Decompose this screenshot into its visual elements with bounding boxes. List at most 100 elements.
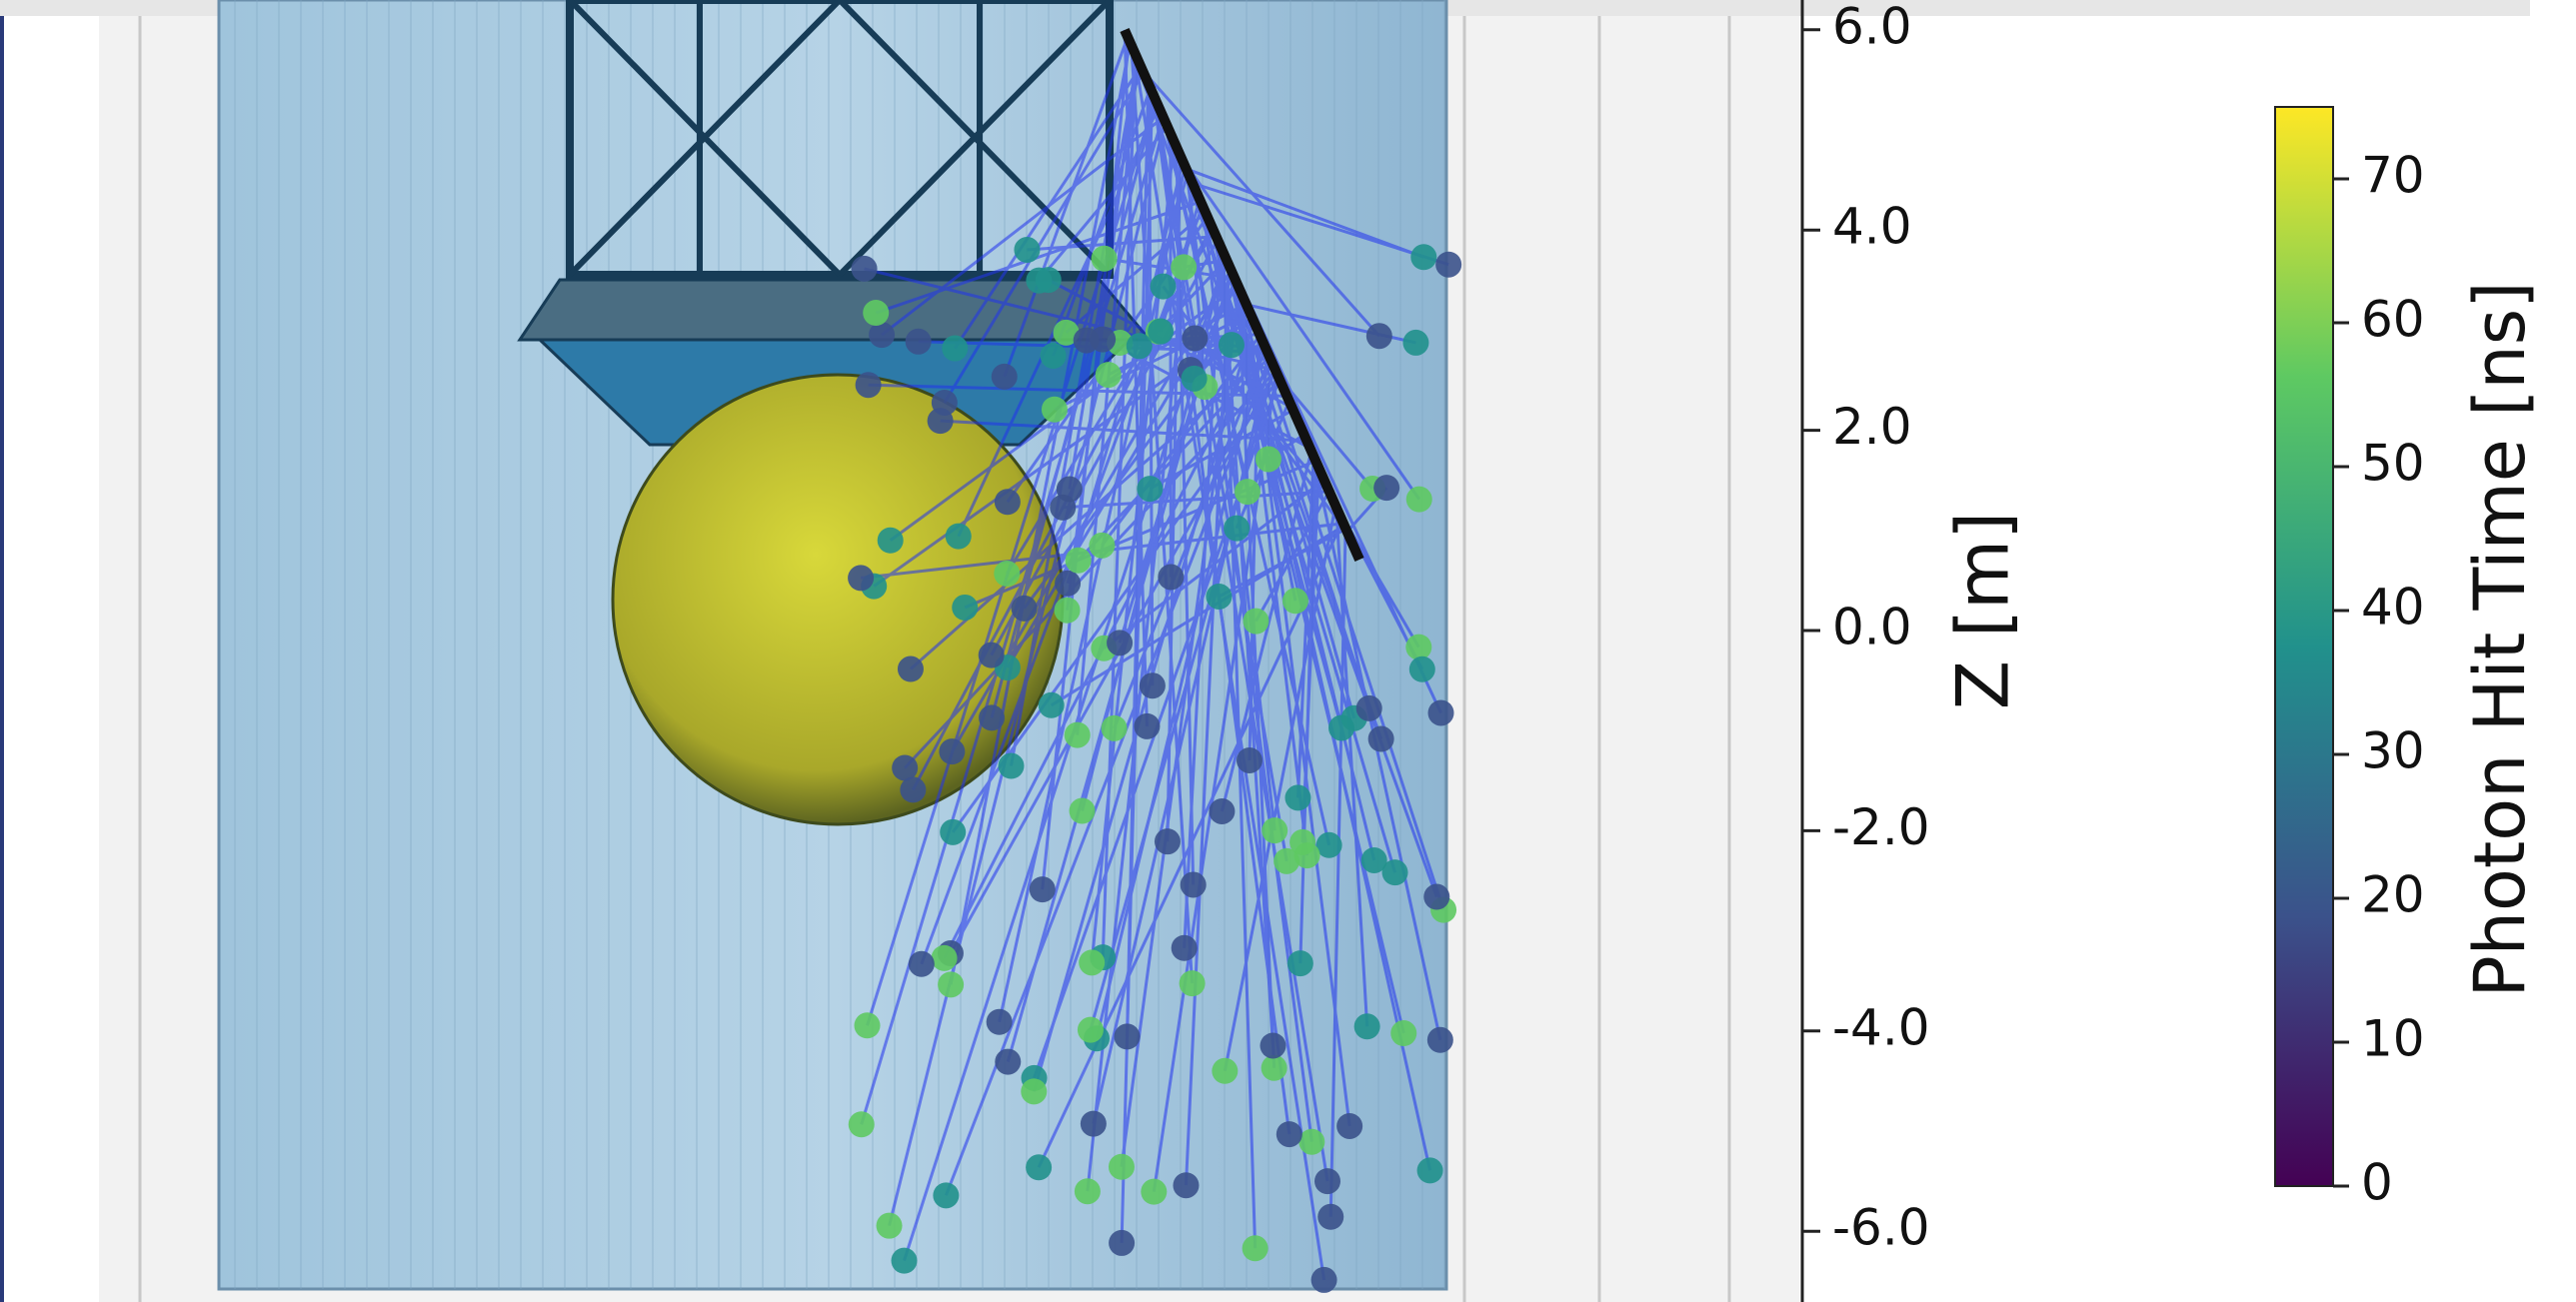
left-border (0, 0, 4, 1302)
photon-hit (878, 528, 904, 554)
photon-hit (1206, 584, 1232, 610)
photon-hit (1243, 1235, 1269, 1261)
photon-hit (932, 390, 958, 416)
photon-hit (1224, 516, 1250, 542)
photon-hit (1074, 328, 1100, 354)
photon-hit (1417, 1157, 1443, 1183)
photon-hit (1127, 333, 1153, 359)
photon-hit (1055, 571, 1081, 597)
photon-hit (863, 300, 889, 326)
photon-hit (1405, 635, 1431, 660)
photon-hit (1317, 1204, 1343, 1230)
photon-hit (1237, 747, 1263, 773)
photon-hit (1427, 1027, 1453, 1053)
photon-hit (1256, 446, 1282, 472)
photon-hit (1311, 1267, 1337, 1293)
photon-hit (892, 1248, 918, 1274)
photon-hit (855, 1012, 881, 1038)
z-tick-label: -6.0 (1832, 1199, 1930, 1257)
photon-hit (939, 738, 965, 764)
photon-hit (906, 329, 932, 355)
photon-hit (1314, 1168, 1340, 1194)
photon-hit (1012, 596, 1038, 622)
photon-hit (1356, 695, 1382, 721)
photon-hit (1030, 876, 1056, 902)
photon-hit (998, 753, 1024, 779)
photon-hit (1435, 252, 1461, 278)
colorbar-tick-label: 50 (2361, 435, 2425, 493)
photon-hit (1065, 722, 1091, 748)
photon-hit (877, 1213, 903, 1239)
photon-hit (1260, 1032, 1286, 1058)
photon-hit (1079, 949, 1105, 975)
photon-hit (1182, 325, 1208, 351)
photon-hit (952, 595, 978, 621)
photon-hit (1055, 598, 1081, 624)
photon-hit (1181, 871, 1207, 897)
photon-hit (909, 951, 935, 977)
photon-hit (1262, 1055, 1288, 1081)
photon-hit (1410, 244, 1436, 270)
photon-hit (1102, 715, 1128, 741)
photon-hit (1070, 798, 1096, 824)
photon-hit (1078, 1017, 1104, 1043)
photon-hit (1026, 1154, 1052, 1180)
photon-hit (1294, 842, 1320, 868)
photon-hit (1328, 714, 1354, 740)
photon-hit (852, 256, 878, 282)
photon-hit (933, 1182, 959, 1208)
photon-hit (1382, 859, 1408, 885)
photon-hit (1014, 237, 1040, 263)
photon-hit (1137, 476, 1163, 502)
photon-hit (1171, 254, 1197, 280)
photon-hit (1036, 267, 1062, 293)
photon-hit (1373, 475, 1399, 501)
photon-hit (856, 372, 882, 398)
photon-hit (1406, 487, 1432, 513)
photon-hit (1180, 970, 1206, 996)
colorbar-tick-label: 0 (2361, 1154, 2393, 1212)
photon-hit (992, 364, 1018, 390)
photon-hit (1075, 1178, 1101, 1204)
z-axis-label: Z [m] (1941, 512, 2025, 710)
photon-hit (932, 945, 958, 971)
photon-hit (979, 704, 1005, 730)
photon-hit (1066, 548, 1092, 574)
z-tick-label: -2.0 (1832, 798, 1930, 856)
colorbar-tick-label: 10 (2361, 1010, 2425, 1068)
photon-hit (994, 561, 1020, 587)
photon-hit (1390, 1020, 1416, 1046)
z-tick-label: 4.0 (1832, 198, 1912, 256)
colorbar-label: Photon Hit Time [ns] (2459, 281, 2541, 997)
photon-hit (1366, 323, 1392, 349)
photon-hit (898, 656, 924, 682)
colorbar-tick-label: 30 (2361, 722, 2425, 780)
z-tick-label: -4.0 (1832, 998, 1930, 1056)
photon-hit (995, 1049, 1021, 1075)
photon-hit (1316, 832, 1342, 858)
photon-hit (1262, 817, 1288, 843)
photon-hit (1041, 343, 1067, 369)
photon-hit (1089, 533, 1115, 559)
photon-hit (849, 1111, 875, 1137)
photon-hit (1107, 630, 1133, 655)
photon-hit (1148, 319, 1174, 345)
photon-hit (938, 971, 964, 997)
photon-hit (1042, 397, 1068, 423)
photon-hit (1151, 274, 1177, 300)
photon-hit (1402, 330, 1428, 356)
photon-hit (1134, 713, 1160, 739)
photon-hit (1096, 362, 1122, 388)
colorbar-tick-label: 70 (2361, 147, 2425, 205)
photon-hit (1021, 1078, 1047, 1104)
photon-hit (1115, 1023, 1141, 1049)
photon-hit (940, 819, 966, 845)
photon-hit (946, 524, 972, 550)
photon-hit (1109, 1230, 1135, 1256)
photon-hit (1172, 935, 1198, 961)
photon-hit (979, 643, 1005, 668)
photon-hit (1336, 1113, 1362, 1139)
z-tick-label: 0.0 (1832, 599, 1912, 656)
photon-hit (1155, 828, 1181, 854)
photon-hit (1158, 564, 1184, 590)
